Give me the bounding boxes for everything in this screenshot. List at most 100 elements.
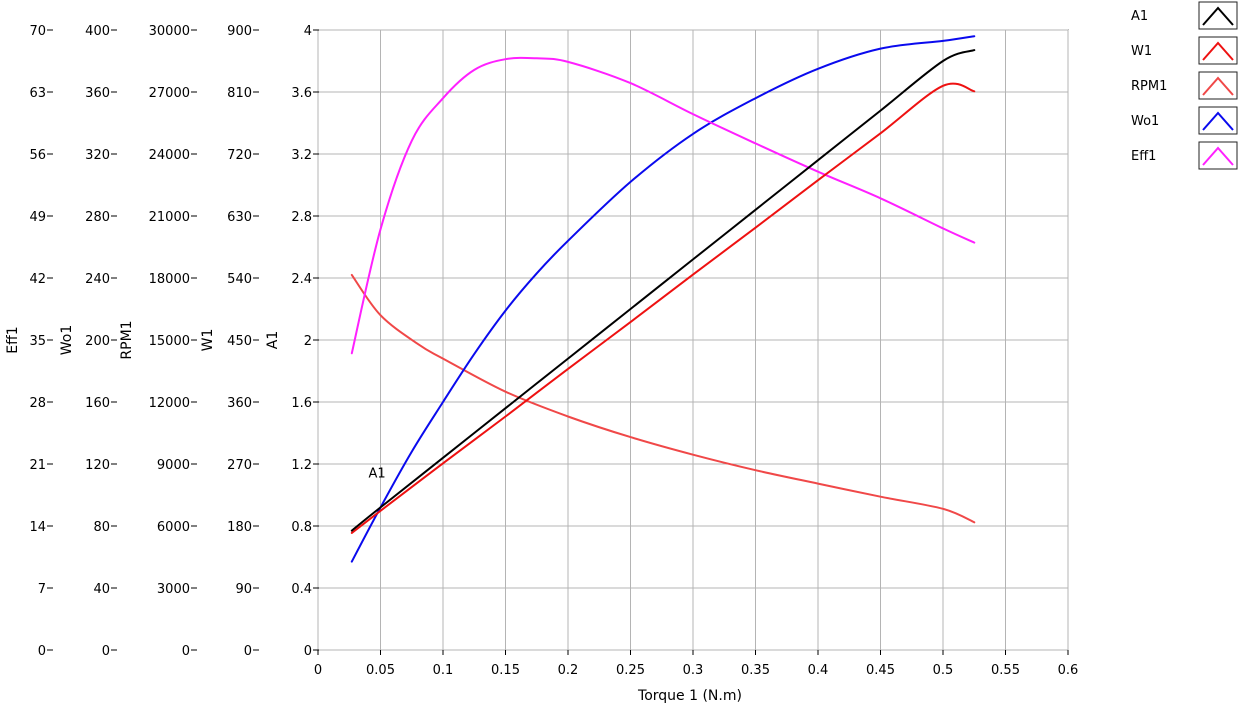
x-tick-label: 0.15 [491,663,520,678]
x-tick-label: 0.2 [558,663,579,678]
y-tick-label: 3.6 [291,86,312,101]
y-tick-label: 1.6 [291,396,312,411]
y-tick-label: 270 [227,458,252,473]
y-axis-rpm1: 0 3000 6000 9000 12000 15000 18000 21000 24000 27… [119,24,197,659]
y-tick-label: 63 [29,86,46,101]
y-tick-label: 4 [304,24,312,39]
y-tick-label: 9000 [157,458,190,473]
legend[interactable]: A1 W1 RPM1 Wo1 Eff1 [1131,1,1238,170]
y-tick-label: 0 [102,644,110,659]
y-tick-label: 6000 [157,520,190,535]
y-tick-label: 720 [227,148,252,163]
y-axis-wo1: 0 40 80 120 160 200 240 280 320 360 400 Wo1 [59,24,117,659]
y-tick-label: 35 [29,334,46,349]
y-tick-label: 1.2 [291,458,312,473]
x-tick-label: 0.3 [683,663,704,678]
y-tick-label: 27000 [149,86,190,101]
y-tick-label: 320 [85,148,110,163]
y-axis-w1: 0 90 180 270 360 450 540 630 720 810 900 W1 [200,24,259,659]
x-tick-label: 0.25 [616,663,645,678]
y-tick-label: 810 [227,86,252,101]
annotations: A1 [369,466,386,481]
y-tick-label: 56 [29,148,46,163]
y-tick-label: 0 [182,644,190,659]
x-tick-label: 0.55 [991,663,1020,678]
legend-line-icon [1202,146,1234,166]
y-tick-label: 120 [85,458,110,473]
y-tick-label: 70 [29,24,46,39]
y-tick-label: 540 [227,272,252,287]
y-tick-label: 0.8 [291,520,312,535]
y-axis-title: Wo1 [59,325,75,356]
y-tick-label: 400 [85,24,110,39]
series-lines [350,35,976,563]
y-tick-label: 0 [304,644,312,659]
y-axis-a1: 0 0.4 0.8 1.2 1.6 2 2.4 2.8 3.2 3.6 4 A1 [265,24,319,659]
y-tick-label: 2 [304,334,312,349]
y-axis-title: A1 [265,331,281,349]
y-tick-label: 7 [38,582,46,597]
series-line-a1 [350,49,976,532]
series-line-w1 [350,82,976,534]
legend-line-icon [1202,6,1234,26]
y-tick-label: 2.8 [291,210,312,225]
y-tick-label: 630 [227,210,252,225]
y-tick-label: 450 [227,334,252,349]
y-tick-label: 900 [227,24,252,39]
y-axes: 07142128354249566370Eff10408012016020024… [5,24,319,659]
x-tick-label: 0.6 [1058,663,1079,678]
series-line-wo1 [350,35,976,563]
legend-line-icon [1202,111,1234,131]
y-tick-label: 18000 [149,272,190,287]
legend-label: A1 [1131,9,1148,24]
y-tick-label: 0.4 [291,582,312,597]
legend-swatch[interactable] [1198,71,1238,100]
legend-label: Eff1 [1131,149,1156,164]
y-axis-eff1: 0 7 14 21 28 35 42 49 56 63 70 Eff1 [5,24,53,659]
legend-line-icon [1202,41,1234,61]
x-tick-label: 0.05 [366,663,395,678]
y-tick-label: 240 [85,272,110,287]
y-tick-label: 28 [29,396,46,411]
y-tick-label: 90 [235,582,252,597]
y-tick-label: 21000 [149,210,190,225]
y-tick-label: 3.2 [291,148,312,163]
y-tick-label: 12000 [149,396,190,411]
x-tick-label: 0.45 [866,663,895,678]
y-tick-label: 80 [93,520,110,535]
legend-swatch[interactable] [1198,1,1238,30]
legend-label: W1 [1131,44,1152,59]
legend-item-a1[interactable]: A1 [1131,1,1238,30]
series-line-rpm1 [350,273,976,524]
y-tick-label: 24000 [149,148,190,163]
y-tick-label: 30000 [149,24,190,39]
y-tick-label: 280 [85,210,110,225]
y-axis-title: Eff1 [5,326,21,353]
y-tick-label: 2.4 [291,272,312,287]
x-tick-label: 0.35 [741,663,770,678]
legend-item-eff1[interactable]: Eff1 [1131,141,1238,170]
legend-item-w1[interactable]: W1 [1131,36,1238,65]
y-axis-title: W1 [200,329,216,352]
annotation-label: A1 [369,466,386,481]
y-tick-label: 14 [29,520,46,535]
legend-swatch[interactable] [1198,106,1238,135]
y-tick-label: 40 [93,582,110,597]
y-tick-label: 200 [85,334,110,349]
y-tick-label: 15000 [149,334,190,349]
y-tick-label: 360 [85,86,110,101]
x-tick-label: 0.4 [808,663,829,678]
legend-swatch[interactable] [1198,36,1238,65]
y-tick-label: 180 [227,520,252,535]
y-tick-label: 49 [29,210,46,225]
y-tick-label: 160 [85,396,110,411]
legend-swatch[interactable] [1198,141,1238,170]
x-tick-label: 0.5 [933,663,954,678]
y-tick-label: 3000 [157,582,190,597]
legend-line-icon [1202,76,1234,96]
legend-item-rpm1[interactable]: RPM1 [1131,71,1238,100]
y-axis-title: RPM1 [119,320,135,359]
y-tick-label: 21 [29,458,46,473]
legend-item-wo1[interactable]: Wo1 [1131,106,1238,135]
